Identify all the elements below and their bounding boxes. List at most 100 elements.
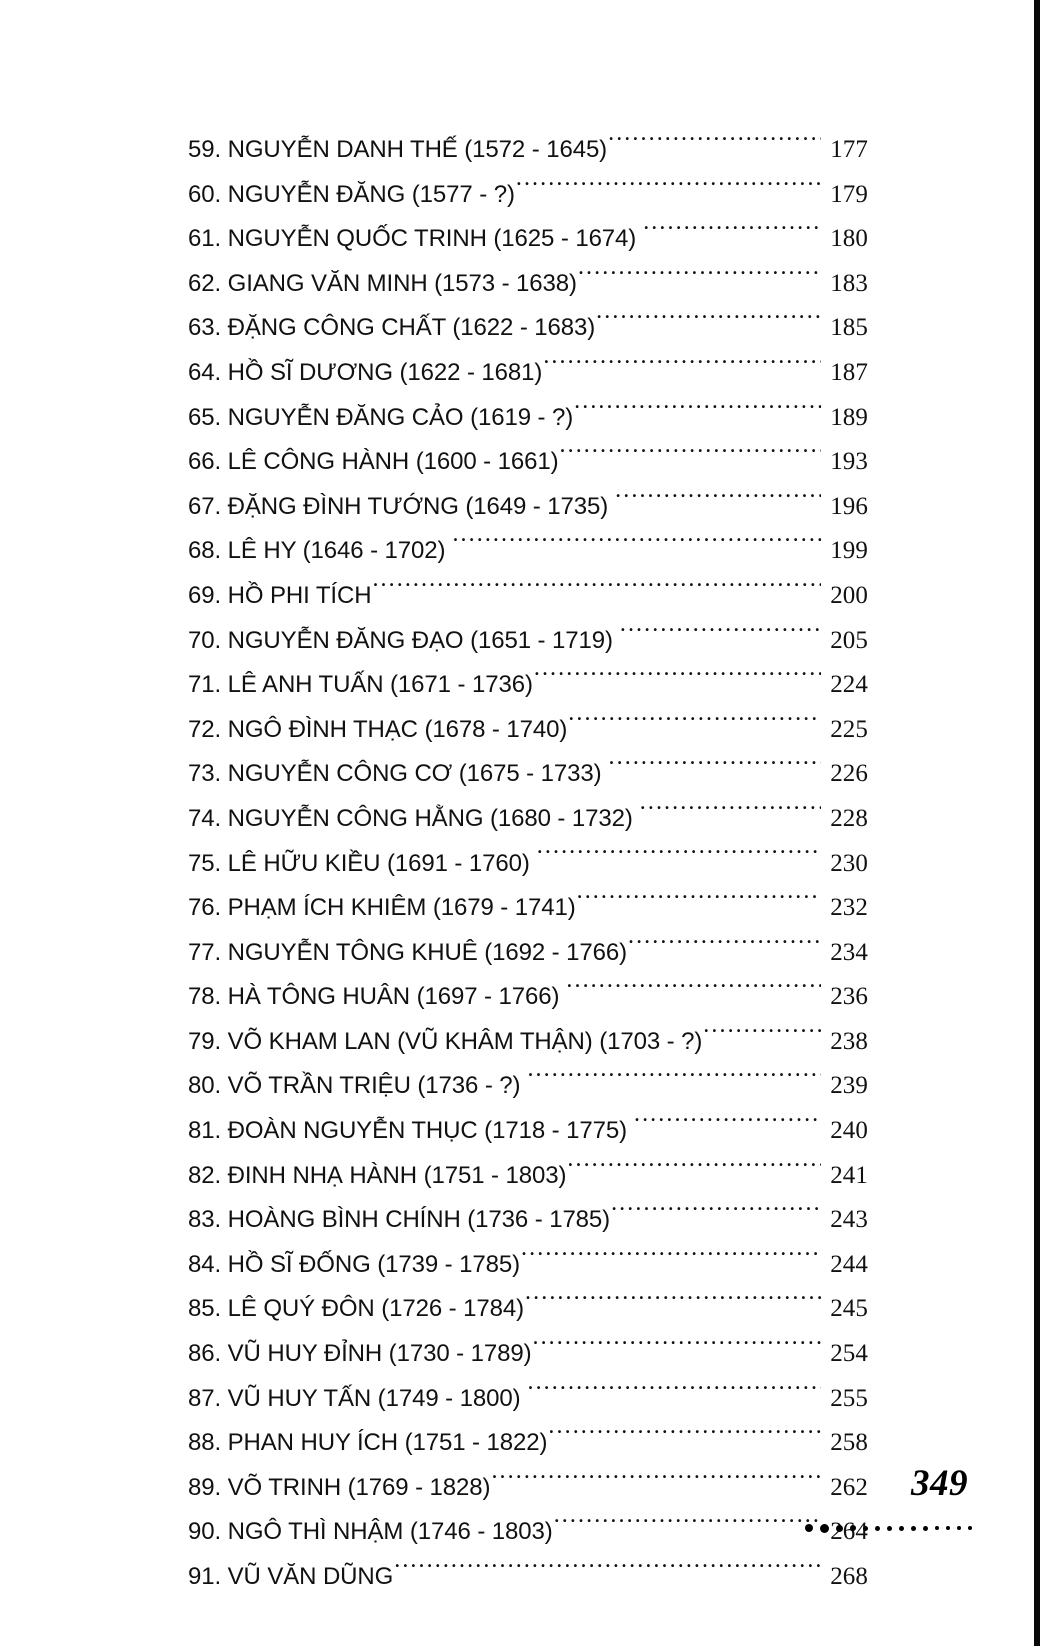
- toc-entry[interactable]: 76. PHẠM ÍCH KHIÊM (1679 - 1741) 232: [188, 886, 868, 931]
- toc-entry-page-number: 238: [830, 1027, 868, 1055]
- toc-entry-page-number: 232: [830, 894, 868, 922]
- toc-entry-title: 68. LÊ HY (1646 - 1702): [188, 537, 446, 565]
- toc-entry[interactable]: 68. LÊ HY (1646 - 1702) 199: [188, 529, 868, 574]
- toc-entry[interactable]: 85. LÊ QUÝ ĐÔN (1726 - 1784) 245: [188, 1287, 868, 1332]
- toc-leader-dots: [577, 890, 821, 916]
- toc-leader-dots: [532, 1336, 821, 1362]
- toc-leader-dots: [543, 354, 821, 380]
- toc-leader-dots: [566, 979, 821, 1005]
- ornament-dot-icon: [836, 1524, 843, 1532]
- ornament-dot-icon: [805, 1524, 813, 1532]
- toc-entry-page-number: 187: [830, 358, 868, 386]
- toc-entry-title: 85. LÊ QUÝ ĐÔN (1726 - 1784): [188, 1295, 525, 1323]
- ornament-dot-icon: [935, 1526, 939, 1530]
- toc-leader-dots: [611, 1202, 821, 1228]
- toc-entry-title: 64. HỒ SĨ DƯƠNG (1622 - 1681): [188, 358, 543, 386]
- toc-entry[interactable]: 78. HÀ TÔNG HUÂN (1697 - 1766) 236: [188, 975, 868, 1020]
- toc-entry[interactable]: 77. NGUYỄN TÔNG KHUÊ (1692 - 1766) 234: [188, 931, 868, 976]
- toc-entry-title: 91. VŨ VĂN DŨNG: [188, 1563, 394, 1590]
- toc-entry[interactable]: 62. GIANG VĂN MINH (1573 - 1638) 183: [188, 262, 868, 307]
- toc-leader-dots: [452, 533, 821, 559]
- toc-entry[interactable]: 88. PHAN HUY ÍCH (1751 - 1822) 258: [188, 1421, 868, 1466]
- toc-entry-page-number: 243: [830, 1206, 868, 1234]
- toc-entry[interactable]: 87. VŨ HUY TẤN (1749 - 1800) 255: [188, 1377, 868, 1422]
- ornament-dot-icon: [946, 1526, 950, 1530]
- toc-entry[interactable]: 69. HỒ PHI TÍCH 200: [188, 574, 868, 619]
- toc-entry-title: 88. PHAN HUY ÍCH (1751 - 1822): [188, 1429, 548, 1457]
- toc-leader-dots: [703, 1023, 821, 1049]
- toc-entry-title: 83. HOÀNG BÌNH CHÍNH (1736 - 1785): [188, 1206, 611, 1234]
- toc-entry[interactable]: 89. VÕ TRINH (1769 - 1828) 262: [188, 1466, 868, 1511]
- toc-entry[interactable]: 65. NGUYỄN ĐĂNG CẢO (1619 - ?) 189: [188, 396, 868, 441]
- toc-entry[interactable]: 64. HỒ SĨ DƯƠNG (1622 - 1681) 187: [188, 351, 868, 396]
- toc-entry[interactable]: 73. NGUYỄN CÔNG CƠ (1675 - 1733) 226: [188, 752, 868, 797]
- toc-entry[interactable]: 91. VŨ VĂN DŨNG 268: [188, 1555, 868, 1600]
- toc-entry-title: 87. VŨ HUY TẤN (1749 - 1800): [188, 1384, 521, 1412]
- ornament-dot-icon: [820, 1523, 829, 1533]
- toc-leader-dots: [394, 1559, 821, 1585]
- toc-entry-page-number: 240: [830, 1117, 868, 1145]
- toc-entry-title: 81. ĐOÀN NGUYỄN THỤC (1718 - 1775): [188, 1117, 627, 1145]
- toc-entry[interactable]: 71. LÊ ANH TUẤN (1671 - 1736) 224: [188, 663, 868, 708]
- toc-entry-page-number: 226: [830, 760, 868, 788]
- toc-entry-page-number: 255: [830, 1384, 868, 1412]
- toc-entry-title: 90. NGÔ THÌ NHẬM (1746 - 1803): [188, 1518, 553, 1546]
- toc-entry-page-number: 241: [830, 1161, 868, 1189]
- toc-entry[interactable]: 80. VÕ TRẦN TRIỆU (1736 - ?) 239: [188, 1064, 868, 1109]
- toc-leader-dots: [521, 1246, 821, 1272]
- toc-entry[interactable]: 60. NGUYỄN ĐĂNG (1577 - ?) 179: [188, 173, 868, 218]
- toc-entry-title: 69. HỒ PHI TÍCH: [188, 581, 372, 609]
- toc-entry-page-number: 177: [830, 136, 868, 163]
- toc-entry-page-number: 180: [830, 225, 868, 253]
- toc-entry-title: 79. VÕ KHAM LAN (VŨ KHÂM THẬN) (1703 - ?…: [188, 1027, 703, 1055]
- toc-leader-dots: [628, 934, 821, 960]
- toc-entry-page-number: 185: [830, 314, 868, 342]
- ornament-dot-icon: [923, 1525, 928, 1531]
- toc-entry-page-number: 189: [830, 403, 868, 431]
- toc-entry-page-number: 200: [830, 581, 868, 609]
- toc-entry-page-number: 193: [830, 448, 868, 476]
- toc-entry-page-number: 234: [830, 938, 868, 966]
- toc-leader-dots: [525, 1291, 821, 1317]
- toc-leader-dots: [568, 711, 821, 737]
- toc-entry[interactable]: 74. NGUYỄN CÔNG HẰNG (1680 - 1732) 228: [188, 797, 868, 842]
- toc-entry-page-number: 228: [830, 804, 868, 832]
- toc-entry-page-number: 258: [830, 1429, 868, 1457]
- toc-entry[interactable]: 59. NGUYỄN DANH THẾ (1572 - 1645) 177: [188, 128, 868, 173]
- toc-leader-dots: [560, 444, 822, 470]
- toc-leader-dots: [634, 1113, 821, 1139]
- toc-leader-dots: [620, 622, 821, 648]
- toc-entry[interactable]: 63. ĐẶNG CÔNG CHẤT (1622 - 1683) 185: [188, 306, 868, 351]
- toc-entry[interactable]: 70. NGUYỄN ĐĂNG ĐẠO (1651 - 1719) 205: [188, 619, 868, 664]
- dot-row-ornament-icon: [805, 1522, 972, 1534]
- toc-entry-title: 66. LÊ CÔNG HÀNH (1600 - 1661): [188, 448, 559, 476]
- ornament-dot-icon: [911, 1525, 916, 1531]
- toc-leader-dots: [578, 265, 821, 291]
- toc-entry[interactable]: 86. VŨ HUY ĐỈNH (1730 - 1789) 254: [188, 1332, 868, 1377]
- toc-entry-page-number: 244: [830, 1250, 868, 1278]
- toc-entry-page-number: 268: [830, 1563, 868, 1590]
- toc-entry[interactable]: 79. VÕ KHAM LAN (VŨ KHÂM THẬN) (1703 - ?…: [188, 1020, 868, 1065]
- ornament-dot-icon: [850, 1525, 856, 1531]
- toc-entry[interactable]: 72. NGÔ ĐÌNH THẠC (1678 - 1740) 225: [188, 708, 868, 753]
- toc-leader-dots: [516, 176, 821, 202]
- toc-entry-page-number: 264: [830, 1518, 868, 1546]
- toc-entry[interactable]: 81. ĐOÀN NGUYỄN THỤC (1718 - 1775) 240: [188, 1109, 868, 1154]
- toc-entry-title: 71. LÊ ANH TUẤN (1671 - 1736): [188, 671, 533, 699]
- toc-entry-page-number: 179: [830, 180, 868, 208]
- toc-entry[interactable]: 66. LÊ CÔNG HÀNH (1600 - 1661) 193: [188, 440, 868, 485]
- toc-leader-dots: [640, 800, 821, 826]
- toc-entry[interactable]: 82. ĐINH NHẠ HÀNH (1751 - 1803) 241: [188, 1154, 868, 1199]
- toc-entry[interactable]: 90. NGÔ THÌ NHẬM (1746 - 1803) 264: [188, 1510, 868, 1555]
- toc-entry-title: 82. ĐINH NHẠ HÀNH (1751 - 1803): [188, 1161, 567, 1189]
- toc-entry-page-number: 224: [830, 671, 868, 699]
- toc-entry-page-number: 183: [830, 269, 868, 297]
- toc-entry[interactable]: 67. ĐẶNG ĐÌNH TƯỚNG (1649 - 1735) 196: [188, 485, 868, 530]
- toc-entry[interactable]: 61. NGUYỄN QUỐC TRINH (1625 - 1674) 180: [188, 217, 868, 262]
- toc-entry-title: 61. NGUYỄN QUỐC TRINH (1625 - 1674): [188, 225, 637, 253]
- toc-leader-dots: [608, 132, 821, 158]
- toc-entry[interactable]: 83. HOÀNG BÌNH CHÍNH (1736 - 1785) 243: [188, 1198, 868, 1243]
- toc-entry[interactable]: 84. HỒ SĨ ĐỐNG (1739 - 1785) 244: [188, 1243, 868, 1288]
- toc-leader-dots: [527, 1380, 821, 1406]
- toc-entry[interactable]: 75. LÊ HỮU KIỀU (1691 - 1760) 230: [188, 842, 868, 887]
